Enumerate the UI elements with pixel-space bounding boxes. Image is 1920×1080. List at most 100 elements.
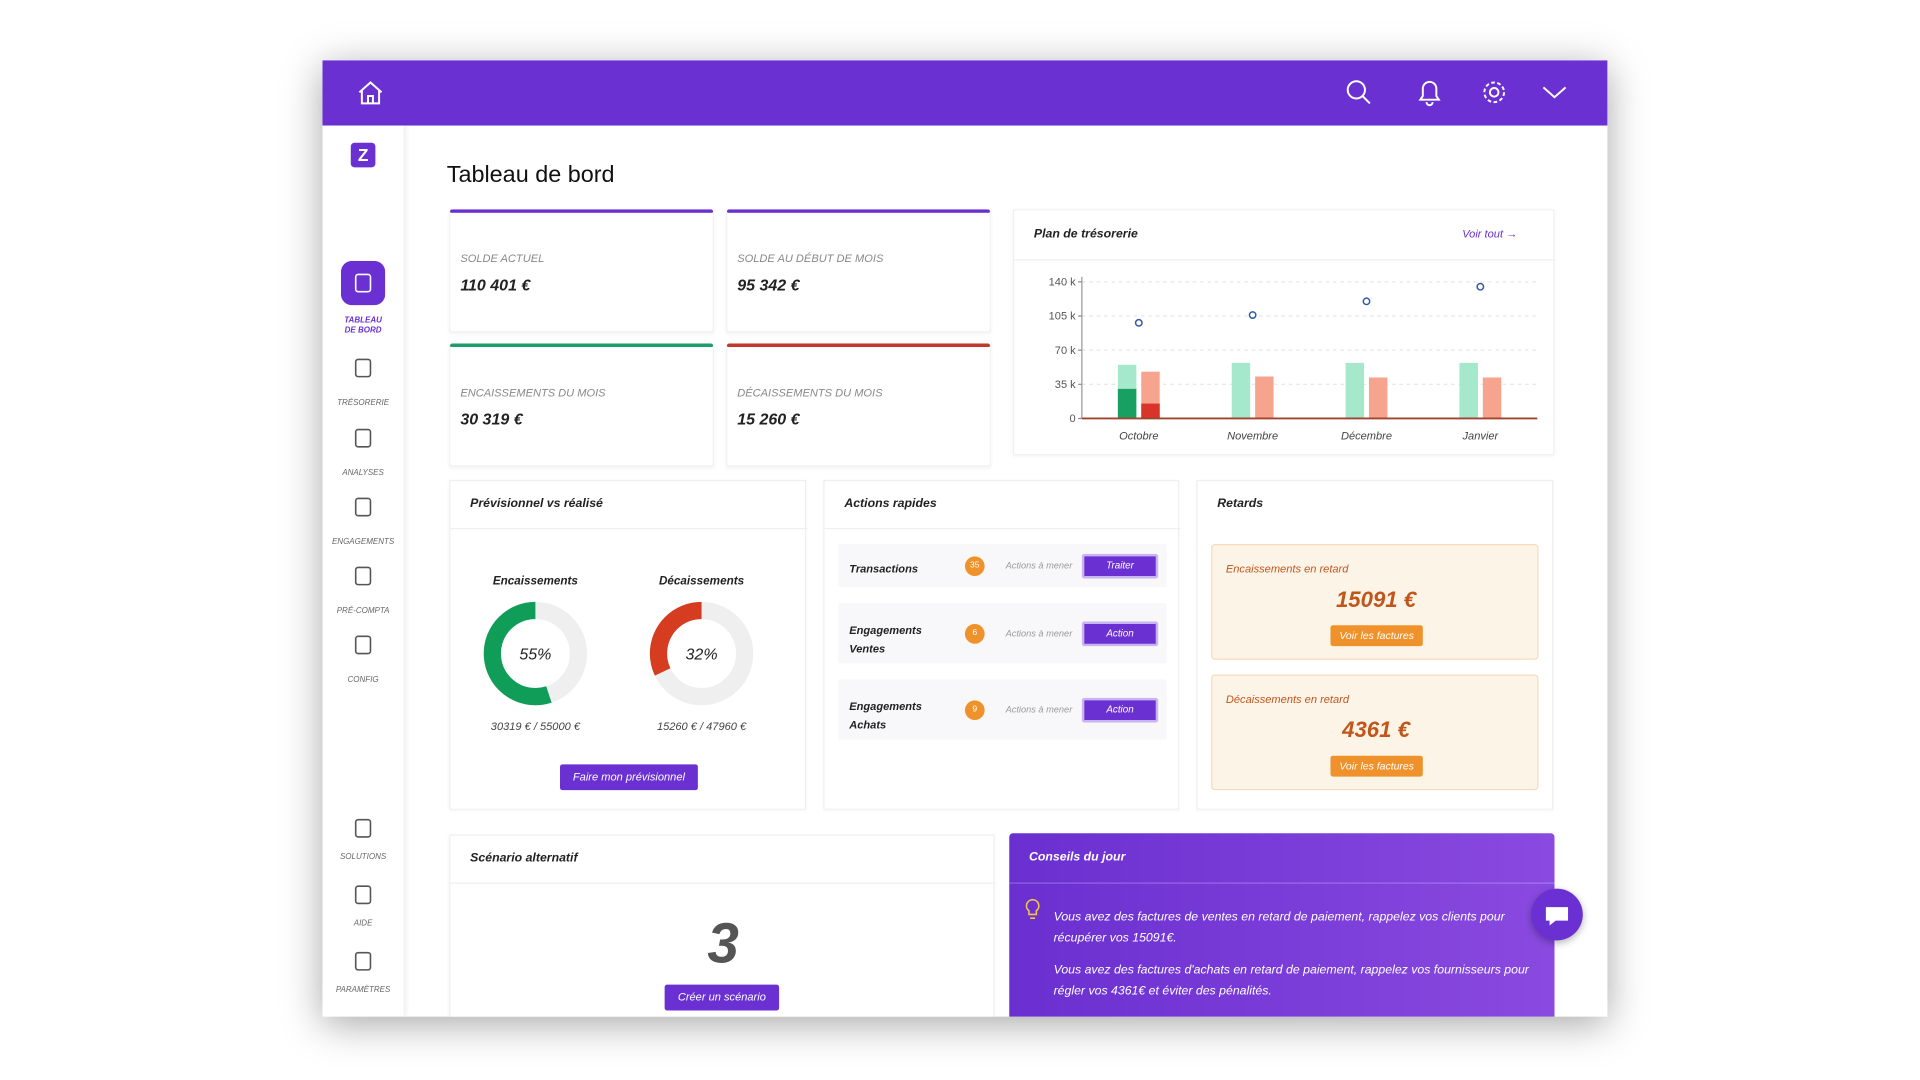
kpi-value: 110 401 € xyxy=(460,275,531,295)
sidebar: Z TABLEAU DE BORD TRÉSORERIE ANALYSES ENGAG… xyxy=(322,125,404,1017)
separator xyxy=(1009,882,1555,884)
late-title: Encaissements en retard xyxy=(1225,562,1349,575)
late-title: Décaissements en retard xyxy=(1225,692,1350,706)
nav-icon xyxy=(354,358,372,378)
lightbulb-icon xyxy=(1025,898,1040,919)
late-box: Encaissements en retard 15091 € Voir les f… xyxy=(1211,544,1539,660)
y-tick-label: 140 k xyxy=(1049,277,1077,289)
kpi-value: 15 260 € xyxy=(737,409,800,429)
donut-arc xyxy=(649,601,754,706)
forecast-card: Prévisionnel vs réalisé Encaissements 55% 3… xyxy=(449,480,808,810)
nav-glyph xyxy=(354,273,372,293)
kpi-label: DÉCAISSEMENTS DU MOIS xyxy=(737,386,883,399)
page-title: Tableau de bord xyxy=(446,162,615,189)
top-bar-icons xyxy=(358,80,1567,107)
x-tick-label: Janvier xyxy=(1462,430,1500,442)
nav-glyph xyxy=(354,428,372,448)
scenario-count: 3 xyxy=(707,910,739,975)
bell-icon[interactable] xyxy=(1418,80,1441,107)
kpi-label: SOLDE AU DÉBUT DE MOIS xyxy=(737,252,884,265)
card-title: Scénario alternatif xyxy=(470,851,578,866)
nav-label[interactable]: AIDE xyxy=(353,919,373,929)
chat-icon xyxy=(1545,907,1569,926)
action-count: 6 xyxy=(964,623,985,644)
nav-label[interactable]: ENGAGEMENTS xyxy=(331,537,395,547)
treasury-card: Plan de trésorerie Voir tout → 0 35 k 70 k 10… xyxy=(1012,209,1556,456)
x-tick-label: Octobre xyxy=(1119,430,1158,442)
action-hint: Actions à mener xyxy=(1005,559,1073,571)
quick-actions-card: Actions rapides Transactions 35 Actions à m… xyxy=(823,480,1181,810)
action-hint: Actions à mener xyxy=(1005,703,1073,715)
nav-label[interactable]: SOLUTIONS xyxy=(339,852,387,862)
forecast-button[interactable]: Faire mon prévisionnel xyxy=(560,764,698,791)
action-row: Engagements Achats 9 Actions à mener Action xyxy=(838,679,1167,740)
action-button[interactable]: Traiter xyxy=(1081,553,1159,578)
bar xyxy=(1141,403,1160,419)
bar xyxy=(1231,362,1251,419)
separator xyxy=(450,528,808,530)
late-amount: 4361 € xyxy=(1342,717,1410,743)
action-label: Transactions xyxy=(849,561,919,575)
kpi-card: SOLDE AU DÉBUT DE MOIS 95 342 € xyxy=(726,209,991,333)
action-hint: Actions à mener xyxy=(1005,627,1073,639)
menu-chevron[interactable] xyxy=(1542,86,1567,99)
y-tick-label: 35 k xyxy=(1055,379,1076,391)
action-button[interactable]: Action xyxy=(1081,620,1159,646)
kpi-label: SOLDE ACTUEL xyxy=(460,252,545,265)
nav-glyph xyxy=(354,358,372,378)
action-count: 9 xyxy=(964,699,985,720)
donut-value: 55% xyxy=(519,647,551,664)
tip-text: Vous avez des factures d'achats en retar… xyxy=(1053,963,1529,999)
kpi-label: ENCAISSEMENTS DU MOIS xyxy=(460,386,606,399)
donut-value: 32% xyxy=(686,647,718,664)
nav-label[interactable]: CONFIG xyxy=(347,675,379,685)
late-button[interactable]: Voir les factures xyxy=(1330,625,1423,647)
settings-icon[interactable] xyxy=(1483,81,1506,104)
donut-detail: 15260 € / 47960 € xyxy=(657,721,747,733)
tips-card: Conseils du jour Vous avez des factures d… xyxy=(1009,833,1555,1017)
donut-arc xyxy=(483,601,588,706)
card-title: Prévisionnel vs réalisé xyxy=(470,497,603,511)
nav-label[interactable]: TABLEAU DE BORD xyxy=(344,316,382,335)
nav-label[interactable]: ANALYSES xyxy=(342,468,384,478)
nav-label[interactable]: TRÉSORERIE xyxy=(337,398,390,408)
donut-detail: 30319 € / 55000 € xyxy=(491,721,581,733)
action-count: 35 xyxy=(964,555,985,576)
late-button[interactable]: Voir les factures xyxy=(1330,755,1423,777)
nav-glyph xyxy=(354,497,372,517)
action-row: Engagements Ventes 6 Actions à mener Action xyxy=(838,603,1167,664)
y-tick-label: 105 k xyxy=(1049,311,1077,323)
scenario-button[interactable]: Créer un scénario xyxy=(664,984,780,1011)
view-all-link[interactable]: Voir tout → xyxy=(1462,227,1518,241)
logo: Z xyxy=(350,142,376,168)
line-point xyxy=(1134,318,1143,327)
separator xyxy=(824,528,1181,530)
nav-icon xyxy=(354,635,372,655)
home-icon[interactable] xyxy=(358,81,383,105)
nav-label[interactable]: PRÉ-COMPTA xyxy=(336,606,390,616)
nav-icon xyxy=(340,260,386,306)
search-icon[interactable] xyxy=(1346,80,1371,105)
kpi-card: ENCAISSEMENTS DU MOIS 30 319 € xyxy=(449,343,714,467)
nav-icon xyxy=(354,566,372,586)
nav-label[interactable]: PARAMÈTRES xyxy=(335,985,391,995)
nav-glyph xyxy=(354,566,372,586)
x-tick-label: Décembre xyxy=(1341,430,1392,442)
donut-title: Encaissements xyxy=(493,575,579,588)
kpi-value: 30 319 € xyxy=(460,409,523,429)
action-button[interactable]: Action xyxy=(1081,697,1159,722)
chat-button[interactable] xyxy=(1531,888,1583,941)
card-title: Conseils du jour xyxy=(1028,850,1126,865)
chart: 0 35 k 70 k 105 k 140 k Octobre Novembre Décemb… xyxy=(1014,259,1556,442)
late-amount: 15091 € xyxy=(1335,587,1417,612)
y-tick-label: 70 k xyxy=(1055,345,1076,357)
card-title: Actions rapides xyxy=(844,497,937,511)
nav-icon xyxy=(354,428,372,448)
bar xyxy=(1459,362,1478,419)
bar xyxy=(1482,377,1502,419)
donut-title: Décaissements xyxy=(659,575,745,588)
x-tick-label: Novembre xyxy=(1227,430,1278,442)
bar xyxy=(1368,377,1388,419)
